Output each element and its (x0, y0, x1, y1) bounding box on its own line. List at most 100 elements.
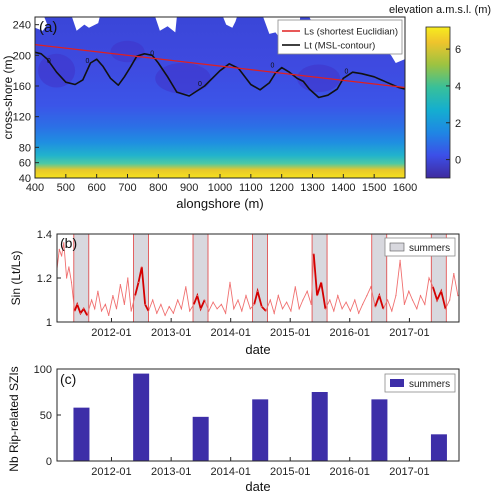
panel-b-legend: summers (384, 237, 456, 257)
legend-box (384, 373, 456, 393)
y-tick-label: 200 (13, 50, 31, 62)
colorbar-tick-label: 0 (455, 155, 461, 167)
legend-label: summers (409, 243, 450, 254)
data-point-103 (453, 273, 455, 275)
data-point-100 (440, 290, 442, 292)
data-point-32 (164, 314, 166, 316)
data-point-1 (58, 248, 60, 250)
data-point-10 (83, 308, 85, 310)
panel-c-legend: summers (384, 373, 456, 393)
data-point-12 (91, 299, 93, 301)
data-point-88 (391, 310, 393, 312)
data-point-82 (366, 295, 368, 297)
colorbar: 0 2 4 6 (425, 26, 461, 179)
y-tick-label: 1.4 (37, 229, 52, 241)
panel-c-x-ticks: 2012-01 2013-01 2014-01 2015-01 2016-01 2017-… (91, 457, 430, 478)
sinuosity-series (57, 242, 459, 317)
y-tick-label: 100 (34, 364, 52, 376)
data-point-46 (220, 303, 222, 305)
data-point-40 (196, 295, 198, 297)
x-tick-label: 600 (87, 182, 105, 194)
y-tick-label: 160 (13, 81, 31, 93)
data-point-89 (395, 295, 397, 297)
data-point-2 (61, 255, 63, 257)
bar-2 (192, 416, 209, 461)
no-data-gap-0 (35, 17, 48, 31)
contour-label-0: 0 (47, 58, 51, 65)
data-point-87 (387, 299, 389, 301)
data-point-68 (310, 303, 312, 305)
data-point-51 (241, 310, 243, 312)
data-point-59 (273, 312, 275, 314)
data-point-26 (141, 266, 143, 268)
contour-label-4: 0 (270, 63, 274, 70)
panel-b-y-ticks: 1 1.2 1.4 (37, 229, 61, 329)
data-point-6 (70, 281, 73, 283)
colorbar-tick-label: 2 (455, 118, 461, 130)
data-point-102 (449, 299, 451, 301)
panel-a-y-ticks: 40 60 80 120 160 200 240 (13, 20, 39, 185)
data-point-52 (245, 295, 247, 297)
data-point-86 (382, 308, 384, 310)
data-point-73 (329, 299, 331, 301)
legend-swatch (390, 379, 404, 387)
data-point-17 (108, 314, 110, 316)
colorbar-tick-label: 4 (455, 81, 461, 93)
x-tick-label: 900 (180, 182, 198, 194)
panel-c-label: (c) (60, 371, 76, 387)
no-data-gap-2 (155, 17, 177, 33)
data-point-44 (212, 301, 214, 303)
data-point-101 (444, 308, 447, 310)
x-tick-label: 1300 (300, 182, 324, 194)
data-point-78 (349, 310, 351, 312)
deep-lobe-0 (38, 53, 76, 88)
y-tick-label: 120 (13, 112, 31, 124)
data-point-20 (119, 284, 121, 286)
data-point-36 (180, 308, 182, 310)
data-point-22 (127, 277, 129, 279)
data-point-71 (320, 281, 322, 283)
data-point-29 (152, 299, 154, 301)
data-point-69 (313, 253, 315, 255)
x-tick-label: 1000 (208, 182, 232, 194)
contour-label-5: 0 (344, 69, 348, 76)
data-point-84 (374, 306, 376, 308)
x-tick-label: 1200 (269, 182, 293, 194)
deep-lobe-1 (155, 63, 211, 94)
data-point-61 (281, 308, 284, 310)
data-point-43 (208, 310, 210, 312)
x-tick-label: 1100 (239, 182, 263, 194)
data-point-53 (249, 308, 251, 310)
data-point-93 (411, 299, 414, 301)
data-point-81 (362, 303, 364, 305)
summer-band-3 (252, 233, 268, 323)
contour-label-1: 0 (85, 58, 89, 65)
panel-b-label: (b) (60, 235, 77, 251)
x-tick-label: 2013-01 (151, 466, 191, 478)
panel-b: 2012-01 2013-01 2014-01 2015-01 2016-01 2017-… (9, 229, 460, 357)
y-tick-label: 240 (13, 20, 31, 32)
data-point-77 (345, 301, 347, 303)
data-point-96 (424, 303, 426, 305)
contour-label-3: 0 (198, 81, 202, 88)
data-point-91 (403, 303, 405, 305)
colorbar-gradient (425, 26, 451, 179)
data-point-64 (294, 286, 296, 288)
data-point-16 (104, 303, 106, 305)
no-data-gap-3 (223, 17, 237, 28)
summer-segment-4 (312, 253, 327, 309)
data-point-37 (185, 286, 187, 288)
no-data-gap-1 (72, 17, 100, 31)
data-point-97 (428, 277, 430, 279)
data-point-80 (358, 312, 360, 314)
data-point-39 (193, 303, 195, 305)
panel-a-legend: Ls (shortest Euclidian) Lt (MSL-contour) (277, 19, 403, 55)
data-point-98 (432, 286, 434, 288)
data-point-33 (168, 306, 170, 308)
x-tick-label: 2015-01 (270, 466, 310, 478)
y-tick-label: 40 (19, 173, 31, 185)
x-tick-label: 1400 (331, 182, 355, 194)
data-point-19 (115, 308, 118, 310)
